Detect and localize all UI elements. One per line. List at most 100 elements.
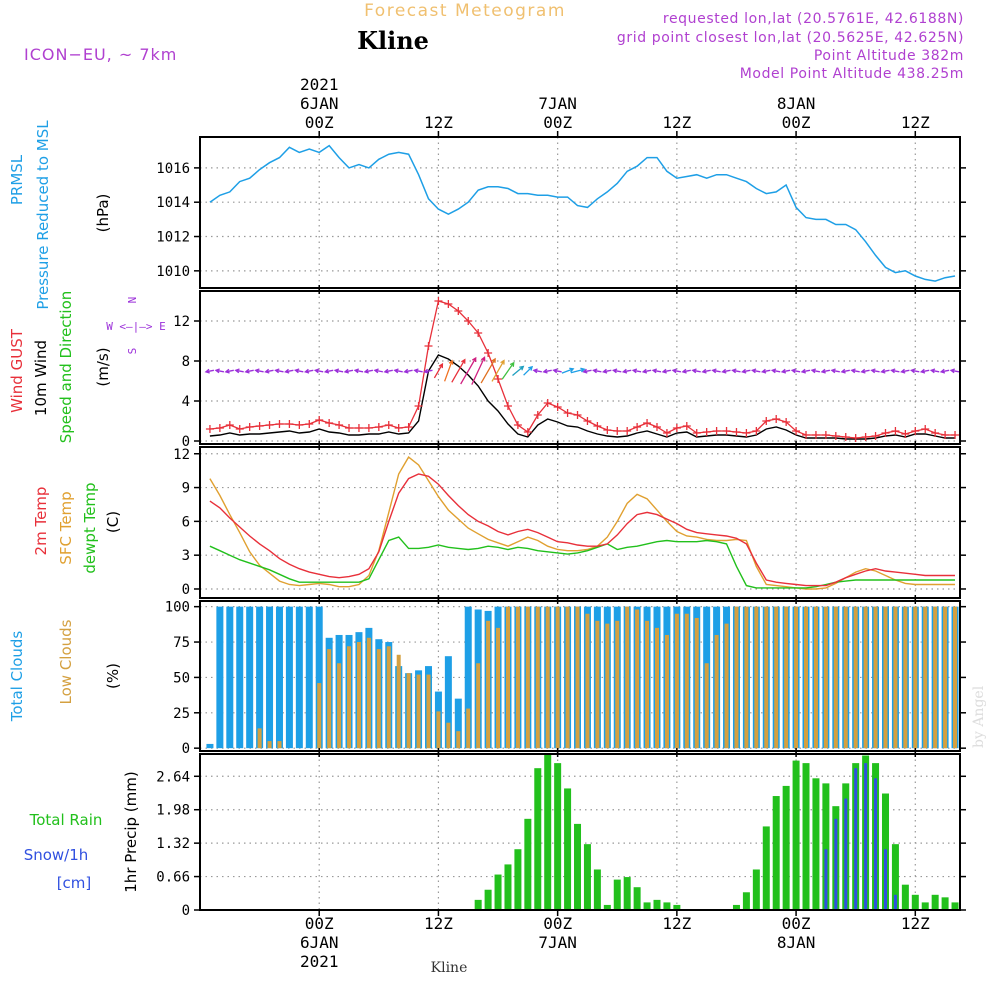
gust-marker xyxy=(474,329,483,337)
wind-direction-arrow xyxy=(353,368,364,374)
gust-marker xyxy=(285,420,294,428)
panel-frame-temp xyxy=(199,446,961,599)
gust-marker xyxy=(464,317,473,325)
wind-speed-direction-label: Speed and Direction xyxy=(57,291,75,444)
rain-bar xyxy=(931,894,939,910)
wind-direction-arrow xyxy=(491,359,505,382)
gust-marker xyxy=(305,420,314,428)
rain-bar xyxy=(752,869,760,910)
y-tick-label: 0 xyxy=(182,741,190,757)
low-cloud-bar xyxy=(714,634,719,749)
faint-title: Forecast Meteogram xyxy=(364,1,566,21)
y-tick-label: 2.64 xyxy=(156,769,190,785)
top-time-label: 12Z xyxy=(662,113,691,132)
gust-marker xyxy=(325,419,334,427)
wind-direction-arrow xyxy=(711,368,721,374)
gust-marker xyxy=(394,424,403,432)
wind-gust-series-line xyxy=(209,300,955,439)
rain-bar xyxy=(474,899,482,910)
low-cloud-bar xyxy=(436,711,441,749)
panel-frame-pressure xyxy=(199,136,961,289)
pressure-series-line xyxy=(209,144,956,282)
gust-marker xyxy=(295,421,304,429)
rain-bar xyxy=(544,752,552,910)
rain-bar xyxy=(742,892,750,910)
gust-marker xyxy=(374,423,383,431)
low-cloud-bar xyxy=(555,606,560,749)
low-cloud-bar xyxy=(277,741,282,749)
wind-direction-arrow xyxy=(850,368,860,374)
rain-bar xyxy=(891,844,899,910)
wind-direction-arrow xyxy=(790,368,801,374)
low-cloud-bar xyxy=(784,606,789,749)
gust-marker xyxy=(951,431,960,439)
wind-direction-arrow xyxy=(840,368,850,374)
low-cloud-bar xyxy=(943,606,948,749)
gust-marker xyxy=(603,426,612,434)
wind-direction-arrow xyxy=(681,368,691,374)
rain-bar xyxy=(732,904,740,910)
total-cloud-bar xyxy=(226,606,234,749)
low-cloud-bar xyxy=(615,620,620,749)
pressure-label-prmsl: PRMSL xyxy=(8,154,26,205)
total-rain-label: Total Rain xyxy=(29,811,103,829)
wind-direction-arrow xyxy=(512,365,525,376)
gust-marker xyxy=(494,375,503,383)
low-cloud-bar xyxy=(376,649,381,749)
wind-direction-arrow xyxy=(800,368,811,374)
rain-bar xyxy=(514,849,522,910)
low-cloud-bar xyxy=(764,606,769,749)
bottom-time-label: 2021 xyxy=(300,952,339,971)
y-tick-label: 0.66 xyxy=(156,870,190,886)
low-cloud-bar xyxy=(406,673,411,749)
low-cloud-bar xyxy=(635,609,640,749)
low-cloud-bar xyxy=(267,741,272,749)
gust-marker xyxy=(454,307,463,315)
wind-direction-arrow xyxy=(570,367,586,374)
snow-bar xyxy=(864,763,868,910)
rain-bar xyxy=(782,785,790,910)
y-tick-label: 0 xyxy=(182,434,190,450)
gust-marker xyxy=(424,342,433,350)
bottom-time-label: 12Z xyxy=(901,914,930,933)
precip-axis-label: 1hr Precip (mm) xyxy=(122,771,140,892)
y-tick-label: 12 xyxy=(173,314,190,330)
top-time-label: 12Z xyxy=(424,113,453,132)
model-altitude: Model Point Altitude 438.25m xyxy=(740,66,964,82)
rain-bar xyxy=(494,874,502,910)
top-time-label: 00Z xyxy=(305,113,334,132)
compass-north: N xyxy=(126,297,139,304)
snow-bar xyxy=(854,768,858,910)
gust-marker xyxy=(792,427,801,435)
rain-bar xyxy=(613,879,621,910)
rain-bar xyxy=(524,818,532,910)
gust-marker xyxy=(444,300,453,308)
low-cloud-bar xyxy=(446,722,451,749)
low-clouds-label: Low Clouds xyxy=(57,619,75,704)
panel-frame-clouds xyxy=(199,600,961,752)
wind-direction-arrow xyxy=(501,361,515,380)
bottom-time-label: 6JAN xyxy=(300,933,339,952)
bottom-time-label: 00Z xyxy=(305,914,334,933)
total-cloud-bar xyxy=(315,606,323,749)
low-cloud-bar xyxy=(347,646,352,749)
dewpt-temp-label: dewpt Temp xyxy=(81,482,99,573)
rain-bar xyxy=(564,788,572,910)
gust-marker xyxy=(682,422,691,430)
gust-marker xyxy=(831,432,840,440)
low-cloud-bar xyxy=(923,606,928,749)
gust-marker xyxy=(563,409,572,417)
gust-marker xyxy=(802,431,811,439)
grid-point-coords: grid point closest lon,lat (20.5625E, 42… xyxy=(617,30,964,46)
low-cloud-bar xyxy=(327,649,332,749)
requested-coords: requested lon,lat (20.5761E, 42.6188N) xyxy=(663,11,964,27)
low-cloud-bar xyxy=(525,606,530,749)
bottom-time-label: 8JAN xyxy=(777,933,816,952)
total-cloud-bar xyxy=(454,698,462,749)
header: Forecast Meteogram Kline ICON−EU, ~ 7km … xyxy=(24,1,987,976)
y-tick-label: 1.32 xyxy=(156,836,190,852)
wind-direction-arrow xyxy=(293,368,304,374)
gust-marker xyxy=(931,429,940,437)
gust-marker xyxy=(255,422,264,430)
bottom-time-label: 7JAN xyxy=(538,933,577,952)
